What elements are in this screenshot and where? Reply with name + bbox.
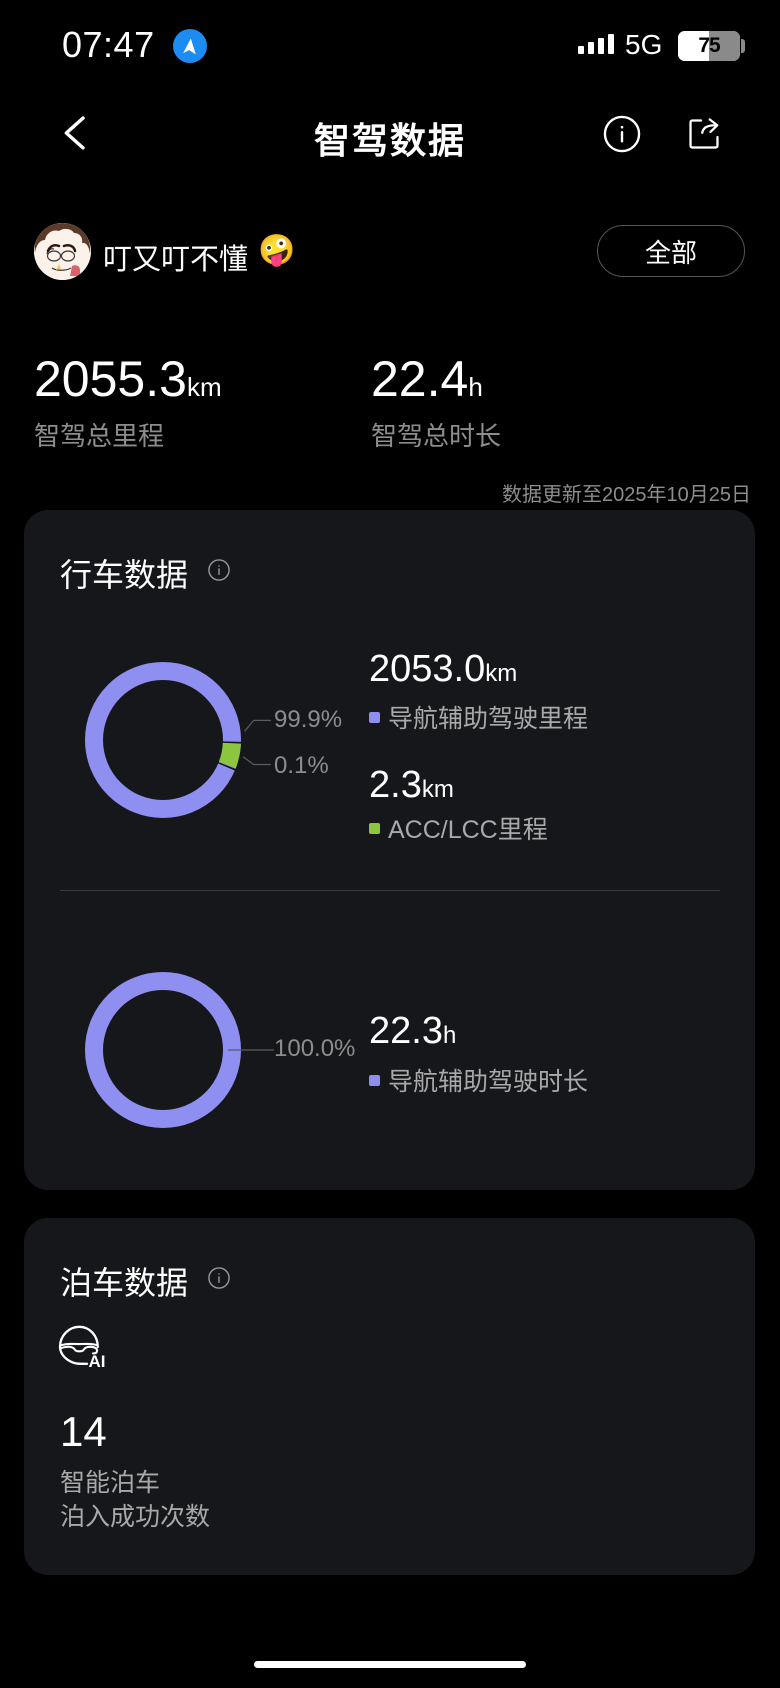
svg-text:AI: AI bbox=[89, 1352, 106, 1371]
